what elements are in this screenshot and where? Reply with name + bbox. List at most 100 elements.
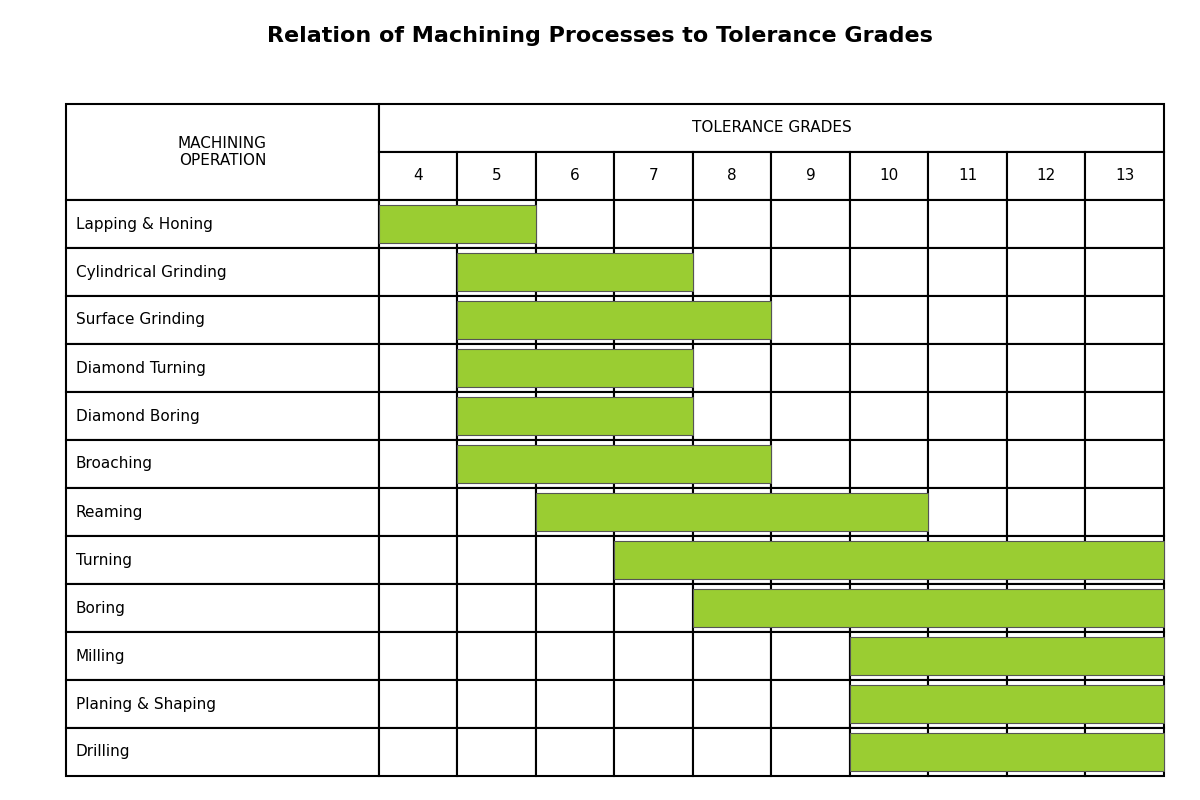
Bar	[1086, 488, 1164, 536]
Bar	[66, 296, 379, 344]
Bar	[850, 152, 929, 200]
Bar	[536, 200, 614, 248]
Bar	[379, 680, 457, 728]
Bar	[536, 728, 614, 776]
Bar	[692, 728, 772, 776]
Text: Lapping & Honing: Lapping & Honing	[76, 217, 212, 231]
Bar	[536, 536, 614, 584]
Bar	[536, 248, 614, 296]
Bar	[457, 344, 536, 392]
Bar	[772, 632, 850, 680]
Bar	[66, 200, 379, 248]
Bar	[1086, 296, 1164, 344]
Bar	[1086, 728, 1164, 776]
Text: 10: 10	[880, 169, 899, 183]
Bar	[536, 296, 614, 344]
Bar	[1007, 296, 1086, 344]
Text: Milling: Milling	[76, 649, 125, 663]
Bar	[1007, 392, 1086, 440]
Text: Boring: Boring	[76, 601, 126, 615]
Bar	[66, 488, 379, 536]
Bar	[850, 440, 929, 488]
Bar	[692, 248, 772, 296]
Text: 11: 11	[958, 169, 977, 183]
Bar	[692, 584, 772, 632]
Bar	[457, 445, 772, 483]
Bar	[66, 248, 379, 296]
Bar	[1007, 680, 1086, 728]
Bar	[1007, 584, 1086, 632]
Text: TOLERANCE GRADES: TOLERANCE GRADES	[691, 121, 851, 135]
Bar	[379, 632, 457, 680]
Bar	[692, 152, 772, 200]
Bar	[692, 392, 772, 440]
Text: 13: 13	[1115, 169, 1134, 183]
Bar	[772, 488, 850, 536]
Bar	[929, 296, 1007, 344]
Bar	[1007, 536, 1086, 584]
Text: Relation of Machining Processes to Tolerance Grades: Relation of Machining Processes to Toler…	[268, 26, 932, 46]
Bar	[850, 200, 929, 248]
Bar	[929, 536, 1007, 584]
Bar	[457, 301, 772, 339]
Bar	[614, 440, 692, 488]
Bar	[457, 536, 536, 584]
Bar	[536, 392, 614, 440]
Bar	[379, 248, 457, 296]
Bar	[66, 104, 379, 200]
Bar	[1007, 440, 1086, 488]
Bar	[379, 440, 457, 488]
Bar	[614, 584, 692, 632]
Bar	[457, 248, 536, 296]
Bar	[772, 152, 850, 200]
Bar	[457, 200, 536, 248]
Bar	[66, 440, 379, 488]
Bar	[692, 440, 772, 488]
Bar	[850, 536, 929, 584]
Text: Drilling: Drilling	[76, 745, 130, 759]
Bar	[457, 397, 692, 435]
Text: Reaming: Reaming	[76, 505, 143, 519]
Bar	[1086, 248, 1164, 296]
Bar	[614, 536, 692, 584]
Bar	[66, 680, 379, 728]
Bar	[457, 440, 536, 488]
Bar	[772, 248, 850, 296]
Bar	[850, 680, 929, 728]
Bar	[1086, 344, 1164, 392]
Bar	[772, 344, 850, 392]
Text: 8: 8	[727, 169, 737, 183]
Bar	[692, 632, 772, 680]
Bar	[457, 349, 692, 387]
Bar	[772, 728, 850, 776]
Bar	[692, 680, 772, 728]
Bar	[379, 344, 457, 392]
Bar	[614, 392, 692, 440]
Bar	[929, 248, 1007, 296]
Bar	[850, 584, 929, 632]
Text: Turning: Turning	[76, 553, 132, 567]
Bar	[850, 344, 929, 392]
Bar	[614, 344, 692, 392]
Bar	[66, 728, 379, 776]
Bar	[379, 152, 457, 200]
Bar	[457, 152, 536, 200]
Bar	[850, 685, 1164, 723]
Bar	[1086, 632, 1164, 680]
Bar	[929, 344, 1007, 392]
Bar	[614, 248, 692, 296]
Bar	[850, 637, 1164, 675]
Bar	[66, 392, 379, 440]
Bar	[457, 392, 536, 440]
Bar	[1007, 632, 1086, 680]
Text: 4: 4	[413, 169, 422, 183]
Bar	[536, 344, 614, 392]
Bar	[850, 733, 1164, 771]
Bar	[457, 728, 536, 776]
Bar	[457, 680, 536, 728]
Bar	[536, 632, 614, 680]
Bar	[1007, 488, 1086, 536]
Bar	[536, 680, 614, 728]
Bar	[772, 440, 850, 488]
Text: Planing & Shaping: Planing & Shaping	[76, 697, 216, 711]
